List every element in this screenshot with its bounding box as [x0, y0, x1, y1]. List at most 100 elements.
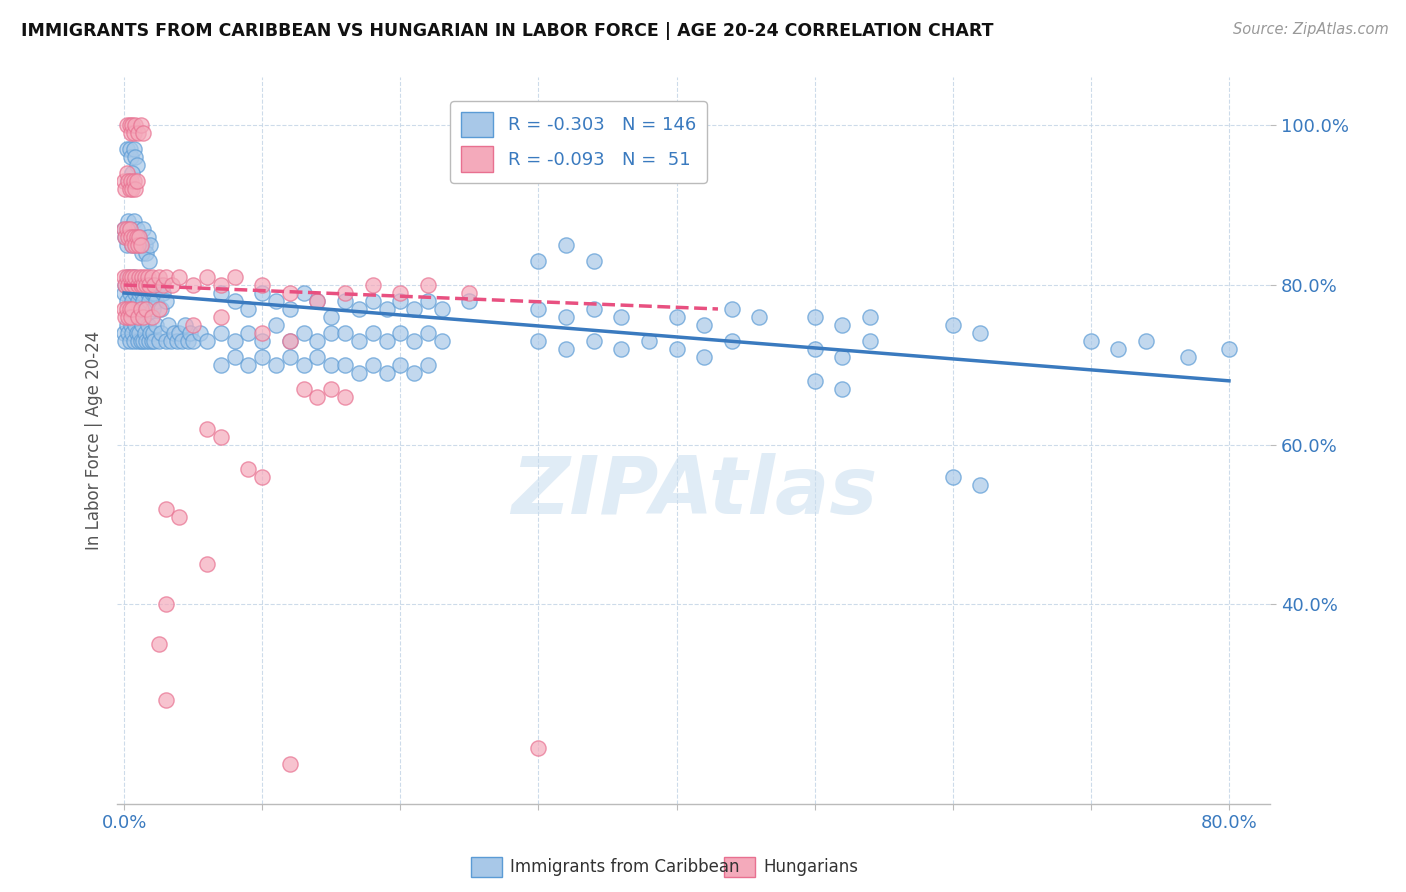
- Point: [278, 301, 301, 316]
- Point: [125, 222, 148, 236]
- Point: [138, 334, 160, 348]
- Point: [117, 230, 139, 244]
- Point: [195, 422, 218, 436]
- Point: [120, 278, 142, 293]
- Point: [555, 310, 578, 324]
- Point: [150, 301, 173, 316]
- Point: [129, 119, 152, 133]
- Point: [209, 358, 232, 372]
- Point: [292, 326, 315, 340]
- Point: [155, 293, 177, 308]
- Point: [321, 310, 343, 324]
- Point: [361, 326, 384, 340]
- Point: [121, 238, 143, 252]
- Point: [333, 390, 356, 404]
- Point: [307, 334, 329, 348]
- Point: [430, 334, 453, 348]
- Point: [333, 285, 356, 300]
- Point: [124, 119, 146, 133]
- Point: [942, 469, 965, 483]
- Point: [129, 334, 152, 348]
- Point: [169, 326, 191, 340]
- Point: [141, 334, 163, 348]
- Point: [131, 318, 153, 332]
- Point: [131, 285, 153, 300]
- Point: [124, 285, 146, 300]
- Point: [131, 246, 153, 260]
- Point: [115, 270, 138, 285]
- Point: [292, 382, 315, 396]
- Point: [307, 293, 329, 308]
- Point: [129, 238, 152, 252]
- Point: [389, 293, 412, 308]
- Point: [361, 358, 384, 372]
- Point: [124, 318, 146, 332]
- Point: [152, 285, 174, 300]
- Point: [224, 334, 246, 348]
- Point: [264, 293, 287, 308]
- Point: [121, 301, 143, 316]
- Point: [142, 326, 165, 340]
- Point: [555, 238, 578, 252]
- Point: [250, 334, 273, 348]
- Point: [224, 350, 246, 364]
- Point: [120, 174, 142, 188]
- Point: [131, 270, 153, 285]
- Point: [375, 334, 398, 348]
- Point: [969, 326, 991, 340]
- Point: [115, 238, 138, 252]
- Point: [250, 278, 273, 293]
- Point: [127, 238, 149, 252]
- Point: [527, 741, 550, 756]
- Point: [264, 318, 287, 332]
- Point: [122, 278, 145, 293]
- Point: [125, 278, 148, 293]
- Point: [416, 326, 439, 340]
- Point: [114, 278, 136, 293]
- Point: [132, 310, 155, 324]
- Point: [831, 318, 853, 332]
- Point: [278, 350, 301, 364]
- Point: [969, 477, 991, 491]
- Point: [117, 174, 139, 188]
- Point: [121, 119, 143, 133]
- Point: [155, 501, 177, 516]
- Point: [118, 119, 141, 133]
- Point: [416, 358, 439, 372]
- Point: [124, 270, 146, 285]
- Point: [134, 278, 156, 293]
- Point: [135, 301, 157, 316]
- Point: [121, 270, 143, 285]
- Point: [128, 285, 150, 300]
- Point: [347, 301, 370, 316]
- Point: [333, 326, 356, 340]
- Point: [610, 342, 633, 356]
- Point: [278, 334, 301, 348]
- Point: [117, 174, 139, 188]
- Point: [665, 342, 688, 356]
- Point: [157, 318, 180, 332]
- Point: [117, 214, 139, 228]
- Point: [527, 334, 550, 348]
- Point: [124, 238, 146, 252]
- Point: [582, 254, 605, 268]
- Point: [321, 326, 343, 340]
- Point: [127, 293, 149, 308]
- Point: [132, 222, 155, 236]
- Point: [112, 222, 135, 236]
- Point: [150, 326, 173, 340]
- Point: [121, 182, 143, 196]
- Point: [148, 637, 170, 651]
- Point: [375, 366, 398, 380]
- Point: [209, 285, 232, 300]
- Point: [152, 278, 174, 293]
- Point: [278, 757, 301, 772]
- Point: [181, 278, 204, 293]
- Point: [389, 358, 412, 372]
- Point: [135, 246, 157, 260]
- Point: [129, 301, 152, 316]
- Point: [179, 326, 201, 340]
- Point: [238, 358, 260, 372]
- Point: [803, 374, 825, 388]
- Point: [404, 366, 426, 380]
